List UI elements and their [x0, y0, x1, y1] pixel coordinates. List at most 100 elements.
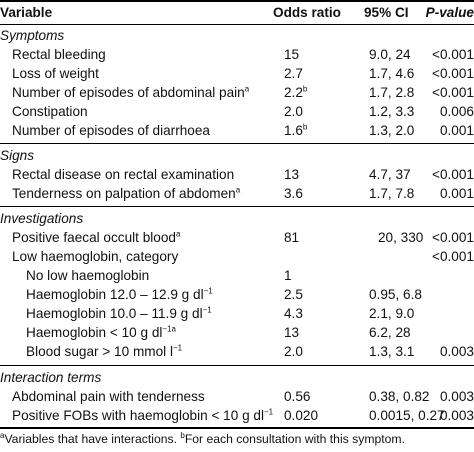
- table-row: Haemoglobin < 10 g dl−1a 13 6.2, 28: [0, 323, 474, 342]
- row-label: Rectal bleeding: [12, 47, 106, 62]
- row-odds-ratio: 1: [284, 268, 292, 283]
- table-row: Number of episodes of diarrhoea 1.6b 1.3…: [0, 121, 474, 140]
- section-title: Investigations: [0, 209, 474, 228]
- footnote-mark: a: [235, 185, 241, 195]
- row-odds-ratio: 0.020: [284, 408, 319, 423]
- row-ci: 0.95, 6.8: [369, 287, 422, 302]
- row-odds-ratio-group: 1.6b: [284, 121, 307, 140]
- row-ci: 1.2, 3.3: [369, 104, 415, 119]
- top-rule: [0, 0, 474, 2]
- section-symptoms-title: Symptoms: [0, 28, 65, 43]
- row-ci: 4.7, 37: [369, 167, 411, 182]
- row-label-group: Positive faecal occult blooda: [12, 228, 180, 247]
- row-odds-ratio: 2.0: [284, 104, 303, 119]
- table-row: Positive FOBs with haemoglobin < 10 g dl…: [0, 406, 474, 425]
- section-signs-title: Signs: [0, 148, 35, 163]
- table-row: Abdominal pain with tenderness 0.56 0.38…: [0, 387, 474, 406]
- row-ci: 20, 330: [378, 230, 424, 245]
- table-header: Variable Odds ratio 95% CI P-value: [0, 3, 474, 22]
- row-label-group: Number of episodes of abdominal paina: [12, 83, 249, 102]
- unit-exponent: −1: [202, 305, 212, 315]
- section-title: Symptoms: [0, 26, 474, 45]
- row-pvalue: <0.001: [432, 230, 474, 245]
- footnote-mark: a: [175, 229, 181, 239]
- row-label: Loss of weight: [12, 66, 99, 81]
- section-investigations-title: Investigations: [0, 211, 84, 226]
- row-ci: 1.3, 3.1: [369, 344, 415, 359]
- table-row: Haemoglobin 12.0 – 12.9 g dl−1 2.5 0.95,…: [0, 285, 474, 304]
- header-pvalue: P-value: [425, 5, 474, 20]
- table-row: No low haemoglobin 1: [0, 266, 474, 285]
- row-label-group: Positive FOBs with haemoglobin < 10 g dl…: [12, 406, 273, 425]
- row-label: Blood sugar > 10 mmol l: [26, 344, 173, 359]
- footnote-mark-b: b: [180, 430, 185, 440]
- row-label: Low haemoglobin, category: [12, 249, 179, 264]
- unit-exponent: −1: [203, 286, 213, 296]
- bottom-rule: [0, 427, 474, 429]
- row-label-group: Haemoglobin 12.0 – 12.9 g dl−1: [26, 285, 213, 304]
- footnote-mark-a: a: [0, 430, 5, 440]
- row-ci: 9.0, 24: [369, 47, 411, 62]
- section-title: Interaction terms: [0, 368, 474, 387]
- table-row: Loss of weight 2.7 1.7, 4.6 <0.001: [0, 64, 474, 83]
- row-odds-ratio: 0.56: [284, 389, 311, 404]
- row-odds-ratio: 2.0: [284, 344, 303, 359]
- row-pvalue: <0.001: [432, 167, 474, 182]
- row-label: Positive faecal occult blood: [12, 230, 176, 245]
- row-label-group: Tenderness on palpation of abdomena: [12, 184, 240, 203]
- row-odds-ratio: 13: [284, 167, 300, 182]
- footnote-mark: b: [302, 122, 308, 132]
- table-row: Blood sugar > 10 mmol l−1 2.0 1.3, 3.1 0…: [0, 342, 474, 361]
- row-label: Haemoglobin 12.0 – 12.9 g dl: [26, 287, 204, 302]
- unit-exponent: −1: [264, 407, 274, 417]
- row-pvalue: <0.001: [432, 66, 474, 81]
- row-odds-ratio: 2.7: [284, 66, 303, 81]
- row-ci: 0.0015, 0.27: [369, 408, 445, 423]
- row-ci: 2.1, 9.0: [369, 306, 415, 321]
- footnote-b-text: For each consultation with this symptom.: [184, 432, 405, 446]
- footnote-mark: a: [244, 84, 250, 94]
- row-ci: 1.3, 2.0: [369, 123, 415, 138]
- row-pvalue: 0.001: [439, 186, 474, 201]
- row-pvalue: 0.001: [439, 123, 474, 138]
- row-ci: 6.2, 28: [369, 325, 411, 340]
- table-row: Tenderness on palpation of abdomena 3.6 …: [0, 184, 474, 203]
- row-odds-ratio: 81: [284, 230, 300, 245]
- row-label-group: Haemoglobin 10.0 – 11.9 g dl−1: [26, 304, 212, 323]
- footnote-mark: b: [302, 84, 308, 94]
- table-row: Rectal disease on rectal examination 13 …: [0, 165, 474, 184]
- row-pvalue: <0.001: [432, 47, 474, 62]
- row-ci: 1.7, 7.8: [369, 186, 415, 201]
- table-row: Positive faecal occult blooda 81 20, 330…: [0, 228, 474, 247]
- header-ci: 95% CI: [364, 5, 409, 20]
- row-label: Number of episodes of abdominal pain: [12, 85, 245, 100]
- row-pvalue: 0.003: [439, 408, 474, 423]
- section-rule: [0, 365, 474, 366]
- row-odds-ratio: 13: [284, 325, 300, 340]
- row-label-group: Blood sugar > 10 mmol l−1: [26, 342, 182, 361]
- row-pvalue: 0.003: [439, 344, 474, 359]
- row-odds-ratio: 15: [284, 47, 300, 62]
- row-label: Constipation: [12, 104, 88, 119]
- row-pvalue: <0.001: [432, 85, 474, 100]
- row-odds-ratio: 2.2: [284, 85, 303, 100]
- section-rule: [0, 143, 474, 144]
- row-label: Haemoglobin < 10 g dl: [26, 325, 163, 340]
- row-ci: 1.7, 4.6: [369, 66, 415, 81]
- header-rule: [0, 24, 474, 25]
- row-label: Tenderness on palpation of abdomen: [12, 186, 236, 201]
- table-row: Haemoglobin 10.0 – 11.9 g dl−1 4.3 2.1, …: [0, 304, 474, 323]
- row-label: Abdominal pain with tenderness: [12, 389, 205, 404]
- row-odds-ratio-group: 2.2b: [284, 83, 307, 102]
- row-odds-ratio: 3.6: [284, 186, 303, 201]
- row-pvalue: <0.001: [432, 249, 474, 264]
- header-odds-ratio: Odds ratio: [273, 5, 341, 20]
- row-label: Rectal disease on rectal examination: [12, 167, 235, 182]
- footnote-a-text: Variables that have interactions.: [4, 432, 177, 446]
- table-row: Rectal bleeding 15 9.0, 24 <0.001: [0, 45, 474, 64]
- row-odds-ratio: 1.6: [284, 123, 303, 138]
- table-row: Constipation 2.0 1.2, 3.3 0.006: [0, 102, 474, 121]
- table-footnote: aVariables that have interactions. bFor …: [0, 430, 474, 446]
- header-variable: Variable: [0, 5, 53, 20]
- row-label: Number of episodes of diarrhoea: [12, 123, 210, 138]
